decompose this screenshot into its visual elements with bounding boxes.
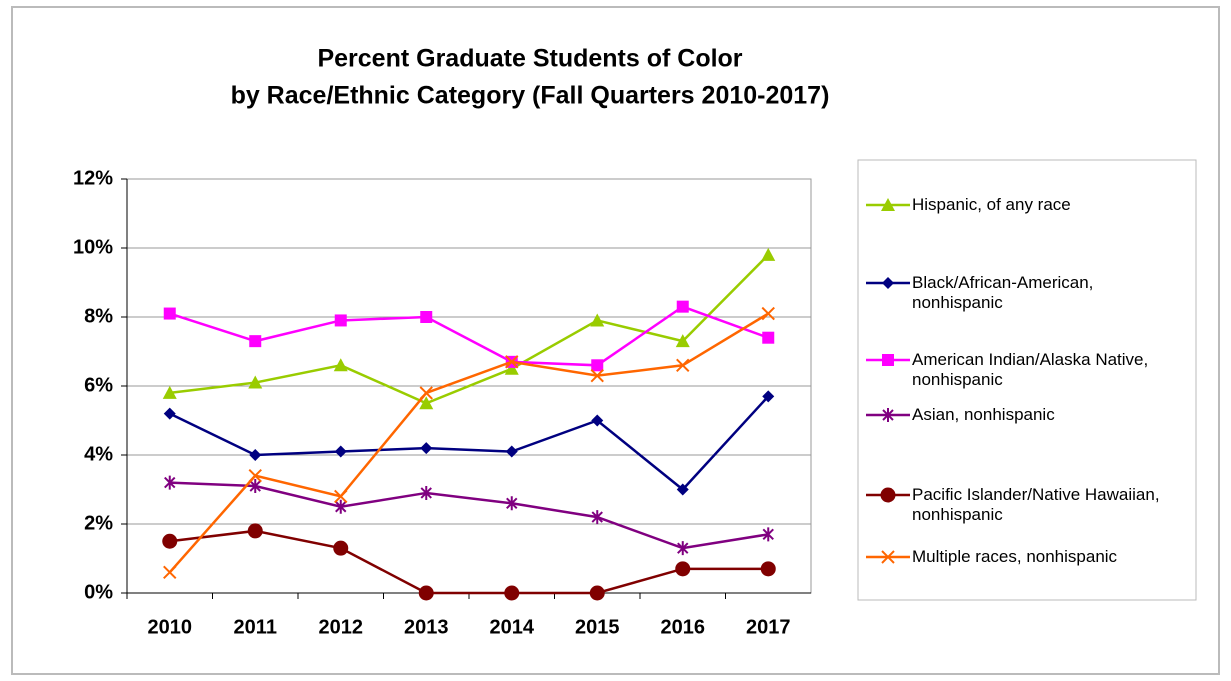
legend-label: Hispanic, of any race (912, 195, 1071, 214)
marker (334, 445, 347, 458)
marker (676, 358, 690, 373)
y-tick-label: 12% (73, 167, 113, 189)
x-tick-label: 2015 (575, 616, 620, 638)
series-line (169, 305, 769, 367)
marker (677, 541, 689, 556)
marker (334, 314, 347, 327)
y-tick-label: 0% (84, 581, 113, 603)
marker (506, 496, 518, 511)
legend-label: Pacific Islander/Native Hawaiian, nonhis… (912, 485, 1160, 524)
legend-label: American Indian/Alaska Native, nonhispan… (912, 350, 1149, 389)
series-line (169, 254, 770, 405)
x-tick-label: 2013 (404, 616, 449, 638)
marker (162, 533, 178, 549)
x-tick-label: 2017 (746, 616, 791, 638)
marker (676, 300, 689, 313)
marker (333, 540, 349, 556)
marker (248, 468, 262, 483)
marker (591, 414, 604, 427)
marker (163, 565, 177, 580)
legend-label: Asian, nonhispanic (912, 405, 1055, 424)
marker (762, 331, 775, 344)
marker (675, 334, 690, 348)
marker (249, 335, 262, 348)
y-tick-label: 8% (84, 305, 113, 327)
marker (589, 585, 605, 601)
marker (419, 396, 434, 410)
marker (418, 585, 434, 601)
marker (163, 307, 176, 320)
series-line (169, 395, 770, 492)
legend-label: Black/African-American, nonhispanic (912, 273, 1094, 312)
y-tick-label: 4% (84, 443, 113, 465)
marker (761, 306, 775, 321)
marker (334, 489, 348, 504)
marker (761, 247, 776, 261)
marker (880, 487, 896, 503)
legend-label: Multiple races, nonhispanic (912, 547, 1118, 566)
marker (419, 386, 433, 400)
y-tick-label: 6% (84, 374, 113, 396)
x-tick-label: 2016 (661, 616, 706, 638)
legend-box (857, 159, 1197, 601)
y-tick-label: 2% (84, 512, 113, 534)
series-line (168, 312, 769, 574)
marker (505, 355, 519, 369)
x-tick-label: 2012 (319, 616, 364, 638)
marker (163, 407, 176, 420)
chart-title: Percent Graduate Students of Color (317, 45, 742, 73)
marker (882, 277, 894, 289)
marker (591, 510, 603, 525)
marker (882, 408, 894, 422)
marker (676, 483, 689, 496)
marker (762, 390, 775, 403)
marker (760, 561, 776, 577)
marker (505, 445, 518, 458)
marker (420, 442, 433, 455)
marker (335, 499, 347, 514)
marker (590, 313, 605, 327)
marker (881, 198, 895, 211)
x-tick-label: 2014 (490, 616, 535, 638)
marker (675, 561, 691, 577)
x-tick-label: 2010 (148, 616, 193, 638)
y-tick-label: 10% (73, 236, 113, 258)
marker (591, 359, 604, 372)
marker (162, 385, 177, 399)
marker (164, 475, 176, 490)
marker (881, 550, 895, 564)
marker (504, 585, 520, 601)
marker (504, 361, 519, 375)
marker (248, 375, 263, 389)
x-tick-label: 2011 (234, 616, 277, 638)
marker (590, 368, 604, 383)
marker (249, 479, 261, 494)
marker (420, 485, 432, 500)
marker (249, 449, 262, 461)
series-line (169, 481, 769, 550)
marker (882, 354, 894, 366)
marker (762, 527, 774, 542)
chart-title: by Race/Ethnic Category (Fall Quarters 2… (231, 82, 830, 110)
marker (247, 523, 263, 539)
series-line (169, 529, 769, 595)
marker (420, 311, 433, 323)
marker (333, 358, 348, 372)
